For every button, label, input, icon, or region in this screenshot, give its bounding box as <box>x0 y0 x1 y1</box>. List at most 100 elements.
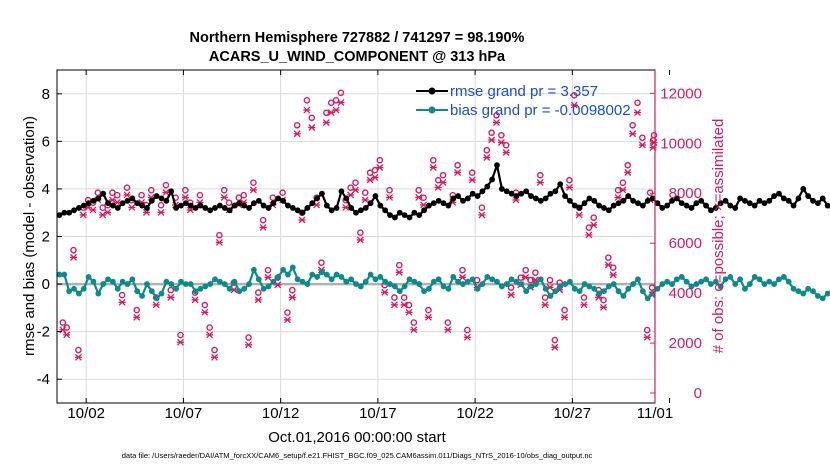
rmse-point <box>445 202 452 209</box>
obs-possible-marker <box>650 131 658 139</box>
rmse-point <box>693 200 700 207</box>
obs-assimilated-marker <box>424 313 432 321</box>
rmse-point <box>435 197 442 204</box>
rmse-point <box>168 188 175 195</box>
obs-assimilated-marker <box>629 130 637 138</box>
rmse-point <box>56 212 63 218</box>
bias-point <box>644 295 651 302</box>
obs-possible-marker <box>493 111 500 119</box>
bias-point <box>148 288 155 295</box>
bias-point <box>586 283 593 290</box>
bias-point <box>406 276 413 283</box>
rmse-point <box>703 202 709 209</box>
bias-point <box>474 285 481 292</box>
rmse-point <box>576 205 583 211</box>
rmse-point <box>66 209 73 216</box>
bias-point <box>173 285 180 292</box>
rmse-point <box>756 197 763 204</box>
obs-possible-marker <box>225 199 233 206</box>
obs-assimilated-marker <box>463 333 471 341</box>
y-axis-right-label: # of obs: o=possible; ×=assimilated <box>710 119 727 354</box>
obs-assimilated-marker <box>70 253 78 261</box>
obs-possible-marker <box>177 331 184 339</box>
data-file-footer: data file: /Users/raeder/DAI/ATM_forcXX/… <box>122 451 593 460</box>
obs-possible-marker <box>240 191 247 199</box>
rmse-point <box>625 193 632 199</box>
bias-point <box>742 285 748 292</box>
bias-point <box>712 278 719 285</box>
rmse-point <box>221 205 228 211</box>
rmse-point <box>285 202 291 209</box>
rmse-point <box>207 207 214 214</box>
rmse-point <box>673 195 680 202</box>
bias-point <box>61 271 68 278</box>
rmse-point <box>567 197 573 204</box>
bias-point <box>192 288 199 295</box>
obs-possible-marker <box>59 319 67 326</box>
obs-possible-marker <box>507 284 515 291</box>
bias-point <box>732 281 739 287</box>
rmse-point <box>231 202 238 209</box>
y-left-tick-label: -2 <box>37 324 50 341</box>
obs-assimilated-marker <box>89 206 97 214</box>
rmse-point <box>819 195 826 202</box>
obs-possible-marker <box>293 121 301 129</box>
rmse-point <box>824 202 830 209</box>
bias-point <box>246 281 252 287</box>
bias-point <box>503 281 510 287</box>
legend-rmse-label: rmse grand pr = 3.357 <box>450 83 598 100</box>
rmse-point <box>523 188 530 195</box>
bias-point <box>688 283 695 290</box>
legend-bias-marker <box>428 106 436 114</box>
rmse-point <box>474 193 481 199</box>
obs-possible-marker <box>318 259 325 266</box>
obs-possible-marker <box>182 186 189 194</box>
x-tick-label: 10/27 <box>554 405 592 422</box>
bias-point <box>576 288 583 295</box>
bias-point <box>280 266 286 273</box>
bias-point <box>304 281 311 287</box>
rmse-point <box>343 195 350 202</box>
rmse-point <box>158 195 165 202</box>
y-right-tick-label: 0 <box>694 385 702 402</box>
obs-assimilated-marker <box>211 353 219 361</box>
legend-rmse-marker <box>428 87 436 95</box>
bias-point <box>343 278 350 285</box>
bias-point <box>824 290 830 297</box>
obs-possible-marker <box>167 286 175 294</box>
bias-point <box>348 276 355 283</box>
obs-assimilated-marker <box>507 291 515 299</box>
bias-point <box>455 278 461 285</box>
rmse-point <box>751 202 758 209</box>
rmse-point <box>494 162 500 169</box>
bias-point <box>596 290 602 297</box>
x-tick-label: 10/12 <box>262 405 300 422</box>
axis-ticks <box>57 70 671 403</box>
bias-point <box>110 278 116 285</box>
obs-assimilated-marker <box>502 149 510 156</box>
rmse-point <box>90 197 97 204</box>
obs-assimilated-marker <box>614 193 622 201</box>
obs-assimilated-marker <box>590 221 598 229</box>
obs-possible-marker <box>109 189 116 197</box>
bias-point <box>435 276 442 283</box>
bias-point <box>411 278 418 285</box>
bias-point <box>236 288 243 295</box>
rmse-point <box>212 205 218 211</box>
bias-point <box>158 290 165 297</box>
obs-assimilated-marker <box>74 353 82 361</box>
obs-possible-marker <box>400 294 408 301</box>
bias-point <box>372 276 379 283</box>
obs-assimilated-marker <box>570 101 578 109</box>
obs-assimilated-marker <box>206 331 214 339</box>
rmse-point <box>586 195 593 202</box>
rmse-point <box>71 207 77 214</box>
rmse-point <box>795 195 802 202</box>
legend: rmse grand pr = 3.357 bias grand pr = -0… <box>416 83 631 119</box>
rmse-point <box>187 202 194 209</box>
bias-point <box>95 290 102 297</box>
rmse-point <box>246 205 252 211</box>
obs-possible-marker <box>133 306 141 314</box>
obs-possible-marker <box>600 296 607 304</box>
obs-possible-marker <box>264 266 272 274</box>
